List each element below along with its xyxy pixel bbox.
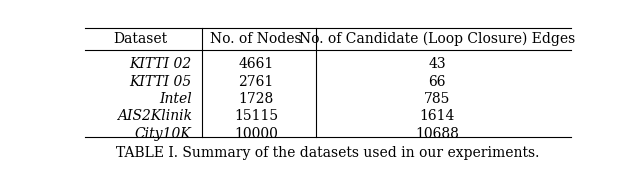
Text: No. of Candidate (Loop Closure) Edges: No. of Candidate (Loop Closure) Edges <box>299 32 575 46</box>
Text: KITTI 02: KITTI 02 <box>129 57 191 71</box>
Text: 1728: 1728 <box>239 92 274 106</box>
Text: City10K: City10K <box>135 127 191 141</box>
Text: KITTI 05: KITTI 05 <box>129 75 191 89</box>
Text: 4661: 4661 <box>239 57 274 71</box>
Text: AIS2Klinik: AIS2Klinik <box>116 110 191 123</box>
Text: Intel: Intel <box>159 92 191 106</box>
Text: 10688: 10688 <box>415 127 459 141</box>
Text: 2761: 2761 <box>239 75 274 89</box>
Text: 43: 43 <box>428 57 446 71</box>
Text: TABLE I. Summary of the datasets used in our experiments.: TABLE I. Summary of the datasets used in… <box>116 146 540 160</box>
Text: 15115: 15115 <box>234 110 278 123</box>
Text: 785: 785 <box>424 92 451 106</box>
Text: 10000: 10000 <box>234 127 278 141</box>
Text: 1614: 1614 <box>419 110 455 123</box>
Text: 66: 66 <box>428 75 446 89</box>
Text: No. of Nodes: No. of Nodes <box>211 32 302 46</box>
Text: Dataset: Dataset <box>114 32 168 46</box>
